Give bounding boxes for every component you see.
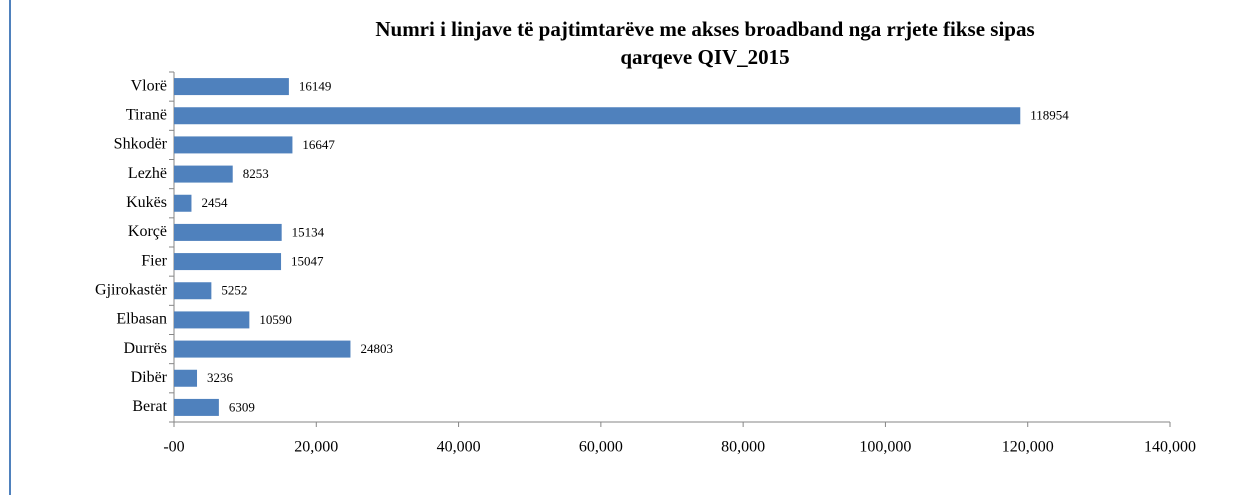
y-tick-label: Berat <box>132 398 167 415</box>
value-label: 5252 <box>221 283 247 298</box>
x-tick-label: 60,000 <box>579 439 623 456</box>
y-tick-label: Durrës <box>123 340 167 357</box>
bar <box>174 282 212 300</box>
y-tick-label: Dibër <box>131 369 168 386</box>
x-tick-label: 80,000 <box>721 439 765 456</box>
bar <box>174 165 233 183</box>
value-label: 15134 <box>292 224 325 239</box>
value-label: 16149 <box>299 79 332 94</box>
x-tick-label: 140,000 <box>1144 439 1196 456</box>
value-label: 6309 <box>229 399 255 414</box>
bar <box>174 136 293 154</box>
chart-title: Numri i linjave të pajtimtarëve me akses… <box>375 17 1034 41</box>
y-tick-label: Tiranë <box>126 106 167 123</box>
value-label: 16647 <box>302 137 335 152</box>
value-label: 15047 <box>291 254 324 269</box>
y-tick-label: Elbasan <box>116 311 167 328</box>
value-label: 10590 <box>259 312 292 327</box>
y-tick-label: Fier <box>141 252 167 269</box>
value-label: 118954 <box>1030 108 1069 123</box>
bar <box>174 78 289 96</box>
y-tick-label: Kukës <box>126 194 167 211</box>
value-label: 2454 <box>201 195 228 210</box>
x-tick-label: 120,000 <box>1002 439 1054 456</box>
bar <box>174 107 1021 125</box>
x-tick-label: 20,000 <box>294 439 338 456</box>
x-tick-label: 40,000 <box>437 439 481 456</box>
bar <box>174 398 219 416</box>
bar <box>174 311 250 329</box>
bar <box>174 223 282 241</box>
y-tick-label: Korçë <box>128 223 167 240</box>
bar <box>174 253 282 271</box>
y-tick-label: Shkodër <box>114 136 168 153</box>
bar <box>174 340 351 358</box>
value-label: 24803 <box>360 341 393 356</box>
y-tick-label: Vlorë <box>131 77 167 94</box>
value-label: 3236 <box>207 370 234 385</box>
y-tick-label: Gjirokastër <box>95 281 168 298</box>
bar <box>174 194 192 212</box>
x-tick-label: -00 <box>163 439 184 456</box>
y-tick-label: Lezhë <box>128 165 167 182</box>
bar <box>174 369 198 387</box>
x-tick-label: 100,000 <box>859 439 911 456</box>
chart-title: qarqeve QIV_2015 <box>620 45 789 69</box>
value-label: 8253 <box>243 166 269 181</box>
